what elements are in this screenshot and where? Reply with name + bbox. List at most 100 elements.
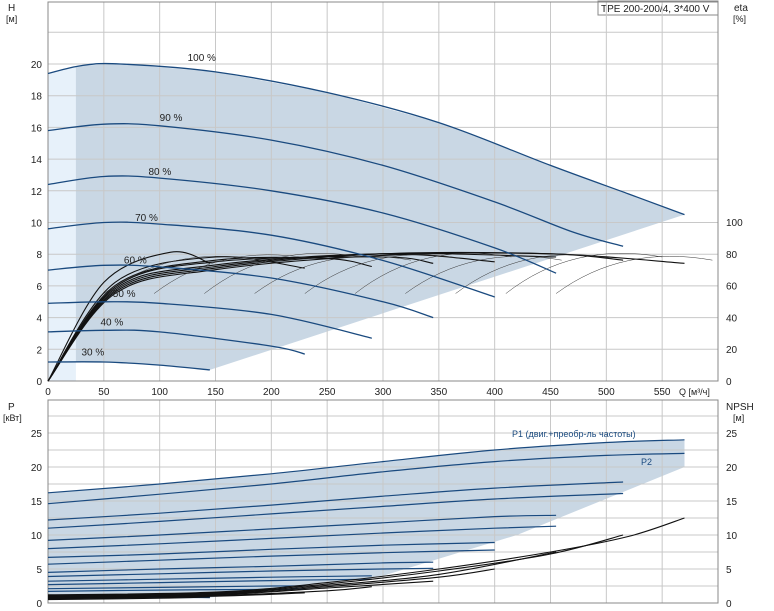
head-curve-label: 90 % [160,113,183,124]
bottom-y-left-label-2: [кВт] [3,413,22,423]
head-curve-label: 50 % [113,289,136,300]
top-x-tick-label: 450 [542,387,559,398]
head-curve-label: 30 % [82,348,105,359]
head-curve-label: 70 % [135,213,158,224]
iso-efficiency-arc [354,253,512,294]
bottom-npsh-tick-label: 10 [726,531,738,542]
power-curve-1 [47,452,685,505]
npsh-curve-3 [47,568,495,598]
head-curve-40 [47,329,305,355]
head-curve-90 [47,123,624,247]
power-curve-8 [47,561,434,573]
top-y-right-label-1: eta [734,3,748,14]
power-curve-6 [47,541,495,558]
top-y-tick-label: 18 [31,92,43,103]
power-panel: 0 0 5 5 10 10 15 15 20 20 25 25 [31,399,738,610]
bottom-y-left-label-1: P [8,402,15,413]
top-x-tick-label: 150 [207,387,224,398]
top-x-tick-label: 350 [430,387,447,398]
top-x-label: Q [м³/ч] [679,387,710,397]
head-curve-label: 80 % [149,167,172,178]
bottom-y-tick-label: 5 [36,565,42,576]
bottom-y-tick-label: 20 [31,463,43,474]
head-curve-70 [47,221,495,298]
top-x-tick-label: 200 [263,387,280,398]
top-eta-tick-label: 60 [726,282,738,293]
top-eta-tick-label: 0 [726,377,732,388]
top-eta-tick-label: 80 [726,250,738,261]
p2-curve-label: P2 [641,457,652,467]
head-curve-label: 60 % [124,256,147,267]
top-x-tick-label: 500 [598,387,615,398]
bottom-npsh-tick-label: 0 [726,599,732,610]
npsh-curve-4 [47,580,434,599]
top-y-tick-label: 20 [31,60,43,71]
efficiency-curve-2 [47,252,557,382]
npsh-curve-2 [47,551,557,597]
power-curve-4 [47,514,557,541]
power-curve-11 [47,578,372,586]
top-y-left-label-1: H [8,3,15,14]
top-x-tick-label: 400 [486,387,503,398]
head-curve-80 [47,175,557,274]
p1-curve-label: P1 (двиг.+преобр-ль частоты) [512,429,636,439]
top-x-tick-label: 250 [319,387,336,398]
power-curve-7 [47,549,495,565]
top-y-tick-label: 6 [36,282,42,293]
power-curve-10 [47,575,372,582]
bottom-y-tick-label: 15 [31,497,43,508]
npsh-curve-5 [47,586,372,599]
power-curve-3 [47,492,624,529]
top-eta-tick-label: 20 [726,345,738,356]
iso-efficiency-arc [405,256,562,294]
bottom-y-right-label-1: NPSH [726,402,754,413]
top-frame [47,1,719,382]
top-y-tick-label: 8 [36,250,42,261]
top-x-tick-label: 550 [654,387,671,398]
iso-efficiency-arc [204,253,361,294]
bottom-npsh-tick-label: 20 [726,463,738,474]
iso-efficiency-arc [254,256,411,294]
bottom-y-tick-label: 0 [36,599,42,610]
power-curve-9 [47,567,434,578]
top-y-left-label-2: [м] [6,14,17,24]
npsh-curve-6 [47,592,305,600]
model-label: TPE 200-200/4, 3*400 V [601,4,710,15]
head-curve-label: 100 % [188,53,216,64]
bottom-npsh-tick-label: 5 [726,565,732,576]
top-x-tick-label: 0 [45,387,51,398]
top-y-tick-label: 14 [31,155,43,166]
head-curve-100 [47,62,685,216]
model-label-box: TPE 200-200/4, 3*400 V [597,0,719,16]
bottom-y-tick-label: 25 [31,429,43,440]
top-y-right-label-2: [%] [733,14,746,24]
bottom-y-right-label-2: [м] [733,413,744,423]
bottom-npsh-tick-label: 25 [726,429,738,440]
head-curve-60 [47,264,434,319]
bottom-y-tick-label: 10 [31,531,43,542]
head-curve-label: 40 % [100,318,123,329]
top-y-tick-label: 10 [31,219,43,230]
top-x-tick-label: 100 [151,387,168,398]
top-y-tick-label: 4 [36,314,42,325]
bottom-npsh-tick-label: 15 [726,497,738,508]
head-curve-30 [47,361,210,371]
top-y-tick-label: 0 [36,377,42,388]
top-y-tick-label: 2 [36,345,42,356]
power-curve-0 [47,439,685,494]
head-curve-50 [47,301,372,339]
efficiency-curve-6 [47,256,305,382]
top-x-tick-label: 300 [375,387,392,398]
efficiency-curve-1 [47,251,624,382]
npsh-curve-7 [47,596,210,601]
top-y-tick-label: 16 [31,123,43,134]
top-eta-tick-label: 100 [726,218,743,229]
npsh-curve-0 [47,517,685,596]
top-y-tick-label: 12 [31,187,43,198]
iso-efficiency-arc [555,256,713,294]
iso-efficiency-arc [505,253,663,294]
top-eta-tick-label: 40 [726,313,738,324]
top-x-tick-label: 50 [98,387,110,398]
